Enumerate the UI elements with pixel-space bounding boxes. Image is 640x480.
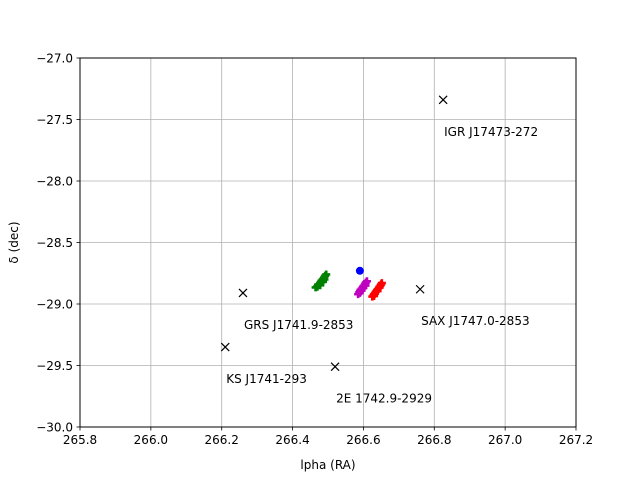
- source-label: KS J1741-293: [226, 372, 307, 386]
- x-axis-label: lpha (RA): [300, 458, 355, 472]
- source-label: SAX J1747.0-2853: [421, 314, 529, 328]
- cluster-point: [322, 270, 331, 279]
- x-tick-label: 267.0: [488, 433, 522, 447]
- source-label: 2E 1742.9-2929: [336, 392, 432, 406]
- cluster-point: [370, 292, 379, 301]
- source-marker: [220, 342, 230, 352]
- axis-ticks: 265.8 266.0 266.2 266.4 266.6 266.8 267.0 267.2…: [36, 51, 593, 447]
- y-tick-label: −28.5: [36, 236, 73, 250]
- source-marker: [415, 284, 425, 294]
- x-tick-label: 266.0: [134, 433, 168, 447]
- source-label: GRS J1741.9-2853: [244, 318, 353, 332]
- cluster-point: [375, 283, 384, 292]
- source-marker: [238, 288, 248, 298]
- chart-marks: IGR J17473-272 GRS J1741.9-2853 SAX J1747.…: [220, 95, 538, 406]
- cluster-point: [357, 286, 366, 295]
- cluster-point: [361, 281, 370, 290]
- x-tick-label: 267.2: [559, 433, 593, 447]
- x-tick-label: 266.8: [417, 433, 451, 447]
- y-tick-label: −28.0: [36, 174, 73, 188]
- x-tick-label: 265.8: [63, 433, 97, 447]
- y-tick-label: −27.0: [36, 51, 73, 65]
- reference-point: [355, 266, 364, 275]
- cluster-point: [320, 275, 329, 284]
- y-tick-label: −29.5: [36, 359, 73, 373]
- source-marker: [438, 95, 448, 105]
- source-label: IGR J17473-272: [444, 125, 538, 139]
- cluster-point: [362, 277, 371, 286]
- x-tick-label: 266.4: [275, 433, 309, 447]
- y-tick-label: −29.0: [36, 297, 73, 311]
- source-marker: [330, 362, 340, 372]
- x-tick-label: 266.2: [205, 433, 239, 447]
- y-tick-label: −30.0: [36, 420, 73, 434]
- x-tick-label: 266.6: [346, 433, 380, 447]
- y-tick-label: −27.5: [36, 113, 73, 127]
- y-axis-label: δ (dec): [7, 221, 21, 263]
- grid: [79, 57, 577, 428]
- cluster-point: [377, 279, 386, 288]
